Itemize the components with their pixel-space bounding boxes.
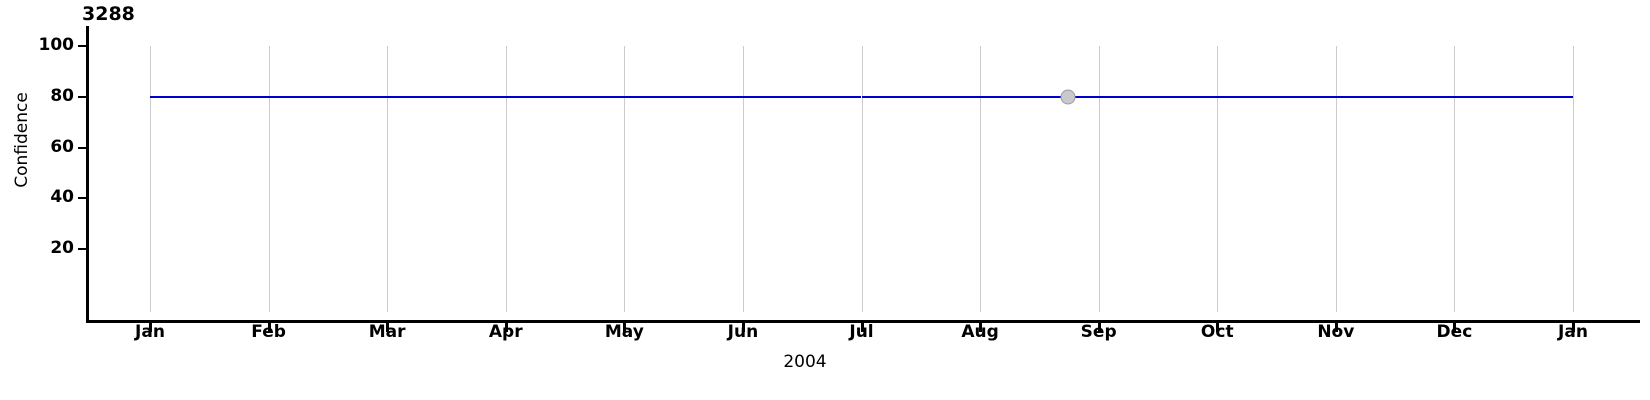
x-tick-mark xyxy=(1334,323,1338,332)
series-line-segment xyxy=(742,95,862,98)
x-tick-mark xyxy=(149,323,152,332)
data-point-marker[interactable] xyxy=(1060,89,1076,105)
y-tick-mark xyxy=(78,248,86,250)
y-tick-mark xyxy=(78,146,86,149)
y-tick-label: 20 xyxy=(50,238,74,258)
y-tick-label: 40 xyxy=(50,187,74,208)
gridline-vertical xyxy=(624,46,626,312)
x-tick-label: Jul xyxy=(849,322,874,342)
gridline-vertical xyxy=(387,46,389,312)
x-tick-label: Apr xyxy=(488,322,523,342)
y-tick-mark xyxy=(78,197,86,200)
x-tick-label: Sep xyxy=(1080,322,1117,342)
series-line-segment xyxy=(505,95,625,98)
gridline-vertical xyxy=(505,46,507,312)
x-tick-label: Jun xyxy=(727,322,759,342)
gridline-vertical xyxy=(861,46,863,312)
x-tick-mark xyxy=(741,323,745,332)
x-tick-mark xyxy=(979,323,983,332)
series-line-segment xyxy=(1217,95,1336,98)
x-axis-label-wrap: 2004 xyxy=(0,352,1650,372)
y-tick-label: 100 xyxy=(38,35,75,55)
x-tick-label: Mar xyxy=(368,322,406,342)
x-tick-label: Oct xyxy=(1200,322,1234,342)
y-axis-label: Confidence xyxy=(12,92,32,188)
x-tick-mark xyxy=(1097,323,1101,332)
y-axis-spine xyxy=(86,26,89,323)
x-axis-label: 2004 xyxy=(783,352,827,372)
x-tick-mark xyxy=(1216,323,1220,332)
y-tick-mark xyxy=(78,45,86,47)
y-tick-label: 60 xyxy=(50,136,74,157)
gridline-vertical xyxy=(980,46,982,312)
gridline-vertical xyxy=(742,46,744,312)
gridline-vertical xyxy=(268,46,270,312)
x-tick-mark xyxy=(623,323,627,332)
x-tick-label: Nov xyxy=(1317,322,1355,342)
x-tick-label: Jan xyxy=(135,322,165,342)
x-tick-label: Feb xyxy=(251,322,286,342)
y-tick-mark xyxy=(78,95,86,98)
x-tick-mark xyxy=(1572,323,1575,332)
x-tick-label: Aug xyxy=(961,322,999,342)
gridline-vertical xyxy=(1573,46,1574,312)
x-axis-spine xyxy=(86,320,1640,323)
series-line-segment xyxy=(1098,95,1218,98)
x-tick-label: Jan xyxy=(1558,322,1588,342)
series-line-segment xyxy=(150,95,269,98)
series-line-segment xyxy=(861,95,981,98)
series-line-segment xyxy=(980,95,1099,98)
gridline-vertical xyxy=(1217,46,1219,312)
x-tick-mark xyxy=(504,323,508,332)
gridline-vertical xyxy=(1098,46,1100,312)
x-tick-mark xyxy=(860,323,864,332)
y-tick-label: 80 xyxy=(50,85,74,106)
x-tick-label: Dec xyxy=(1436,322,1473,342)
chart-title: 3288 xyxy=(82,3,135,25)
x-tick-mark xyxy=(386,323,390,332)
series-line-segment xyxy=(624,95,743,98)
gridline-vertical xyxy=(1335,46,1337,312)
x-tick-mark xyxy=(1453,323,1457,332)
gridline-vertical xyxy=(1454,46,1456,312)
series-line-segment xyxy=(387,95,506,98)
gridline-vertical xyxy=(150,46,151,312)
series-line-segment xyxy=(1335,95,1455,98)
x-tick-label: May xyxy=(604,322,644,342)
x-tick-mark xyxy=(267,323,271,332)
series-line-segment xyxy=(1454,95,1573,98)
series-line-segment xyxy=(268,95,388,98)
